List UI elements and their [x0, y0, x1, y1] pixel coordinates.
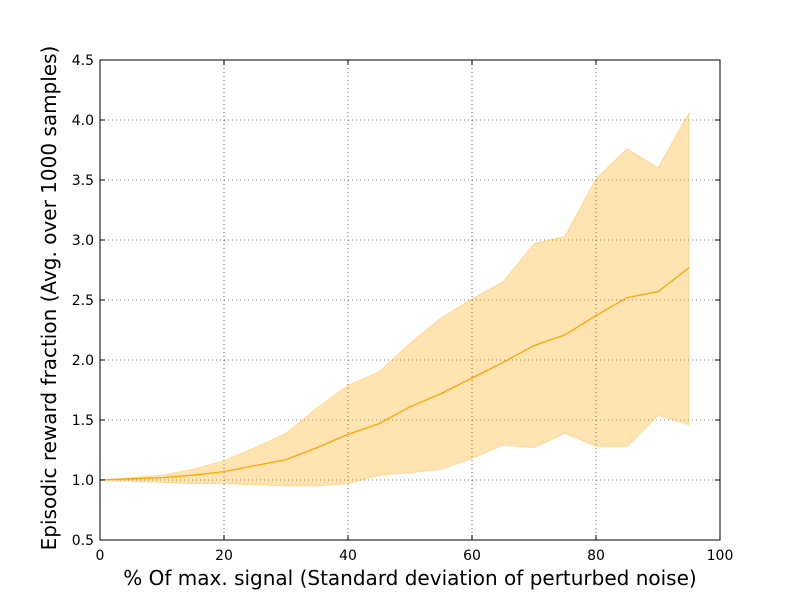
mean-line-layer — [99, 267, 690, 481]
x-tick-label: 100 — [707, 548, 734, 564]
y-tick-label: 4.5 — [72, 53, 94, 69]
x-tick-label: 20 — [215, 548, 233, 564]
y-tick-label: 3.5 — [72, 173, 94, 189]
y-tick-label: 1.0 — [72, 473, 94, 489]
y-tick-label: 0.5 — [72, 533, 94, 549]
y-axis-label: Episodic reward fraction (Avg. over 1000… — [37, 46, 61, 551]
x-tick-label: 60 — [463, 548, 481, 564]
x-tick-label: 40 — [339, 548, 357, 564]
y-tick-label: 1.5 — [72, 413, 94, 429]
y-tick-label: 2.5 — [72, 293, 94, 309]
tick-labels: 0 20 40 60 80 100 0.5 1.0 1.5 2.0 2.5 3.0 3.5 4.0 4.5 — [72, 53, 734, 564]
confidence-band-layer — [99, 110, 690, 487]
mean-line — [99, 267, 690, 481]
x-tick-label: 0 — [96, 548, 105, 564]
x-axis-label: % Of max. signal (Standard deviation of … — [123, 566, 696, 590]
y-tick-label: 3.0 — [72, 233, 94, 249]
y-tick-label: 4.0 — [72, 113, 94, 129]
std-band — [99, 110, 690, 487]
axis-ticks — [99, 59, 721, 541]
x-tick-label: 80 — [587, 548, 605, 564]
y-tick-label: 2.0 — [72, 353, 94, 369]
